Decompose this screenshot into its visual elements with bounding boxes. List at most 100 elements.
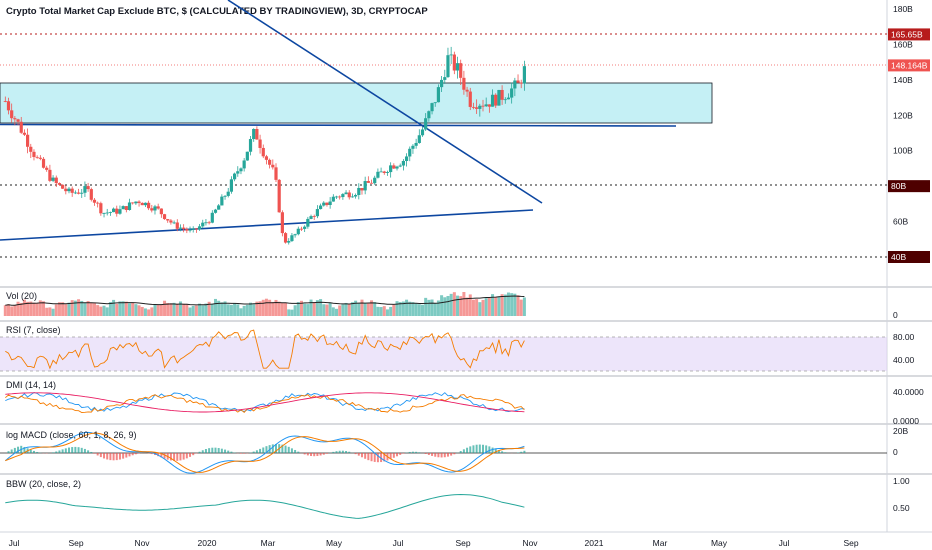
candle	[328, 197, 332, 209]
macd-histogram-bar	[411, 451, 414, 453]
candle	[369, 179, 374, 184]
candle-body	[366, 181, 370, 183]
candle	[264, 154, 269, 165]
macd-histogram-bar	[268, 445, 271, 453]
candle-body	[10, 110, 14, 119]
volume-bar	[210, 303, 214, 316]
volume-bar	[245, 304, 249, 316]
candle	[29, 143, 33, 159]
candle-body	[325, 202, 329, 205]
macd-histogram-bar	[201, 450, 204, 453]
candle	[220, 194, 224, 206]
candle-body	[67, 188, 71, 192]
candle	[115, 205, 119, 217]
macd-histogram-bar	[185, 453, 188, 459]
sub-axis-label: 0.50	[893, 503, 910, 513]
candle-body	[350, 196, 355, 198]
volume-bar	[494, 297, 498, 316]
volume-bar	[185, 303, 189, 316]
macd-histogram-bar	[122, 453, 125, 459]
macd-histogram-bar	[478, 444, 481, 453]
volume-bar	[478, 302, 482, 316]
candle-body	[92, 199, 97, 203]
candle-body	[248, 139, 253, 152]
signal-line	[5, 432, 525, 473]
volume-bar	[77, 299, 81, 316]
candle	[389, 162, 393, 178]
candle	[347, 190, 351, 200]
macd-histogram-bar	[335, 451, 338, 453]
candle	[185, 227, 189, 234]
macd-histogram-bar	[32, 450, 35, 453]
candle-body	[357, 187, 361, 195]
dmi-minus-line	[5, 394, 525, 414]
supply-zone[interactable]	[0, 82, 713, 124]
candle-body	[510, 88, 514, 98]
macd-histogram-bar	[68, 447, 70, 453]
volume-bar	[153, 304, 157, 316]
candle-body	[226, 191, 230, 196]
volume-bar	[220, 302, 224, 316]
volume-bar	[188, 307, 192, 316]
volume-bar	[105, 307, 109, 316]
candle-body	[252, 128, 256, 140]
zone-lower-line[interactable]	[0, 123, 677, 127]
volume-bar	[3, 305, 7, 316]
volume-bar	[284, 302, 288, 316]
sub-axis-label: 20B	[893, 426, 908, 436]
macd-histogram-bar	[74, 446, 77, 453]
volume-bar	[229, 304, 233, 316]
candle	[166, 218, 170, 223]
macd-histogram-bar	[472, 445, 475, 453]
candle	[226, 187, 230, 198]
candle	[99, 201, 103, 216]
candle-body	[293, 234, 297, 236]
candle-body	[379, 171, 383, 173]
candle-body	[268, 159, 272, 165]
candle-body	[201, 222, 205, 227]
macd-histogram-bar	[227, 450, 230, 453]
volume-bar	[236, 304, 240, 316]
volume-bar	[373, 302, 377, 316]
volume-bar	[510, 293, 514, 316]
candle	[76, 188, 81, 195]
macd-histogram-bar	[485, 445, 488, 453]
sub-axis-label: 0	[893, 310, 898, 320]
macd-histogram-bar	[354, 453, 357, 455]
ascending-trendline[interactable]	[0, 209, 534, 241]
macd-histogram-bar	[204, 449, 207, 453]
candle	[331, 194, 335, 202]
candle-body	[41, 158, 46, 168]
candle-body	[261, 147, 265, 157]
candle	[73, 190, 77, 195]
price-tag-label: 148.164B	[891, 60, 928, 70]
macd-histogram-bar	[450, 453, 453, 456]
rsi-band	[0, 337, 887, 371]
candle-body	[61, 184, 65, 189]
volume-bar	[32, 302, 36, 316]
candle-body	[80, 192, 84, 194]
volume-bar	[268, 299, 272, 316]
volume-bar	[424, 297, 428, 316]
candle-body	[392, 165, 396, 169]
candle-body	[401, 160, 405, 166]
macd-histogram-bar	[399, 453, 402, 455]
candle-body	[182, 227, 186, 230]
candle	[194, 228, 198, 233]
candle-body	[13, 118, 17, 120]
candle	[54, 175, 58, 188]
volume-bar	[118, 301, 122, 316]
volume-bar	[516, 295, 520, 316]
volume-bar	[436, 300, 440, 316]
candle-body	[159, 208, 163, 215]
candle-body	[210, 212, 214, 223]
candle	[10, 103, 14, 123]
volume-bar	[271, 301, 275, 316]
volume-bar	[401, 301, 405, 316]
candle-body	[338, 196, 342, 198]
rsi-label: RSI (7, close)	[6, 325, 61, 335]
candle	[516, 74, 520, 83]
chart-title: Crypto Total Market Cap Exclude BTC, $ (…	[6, 6, 428, 17]
volume-bar	[350, 302, 354, 316]
